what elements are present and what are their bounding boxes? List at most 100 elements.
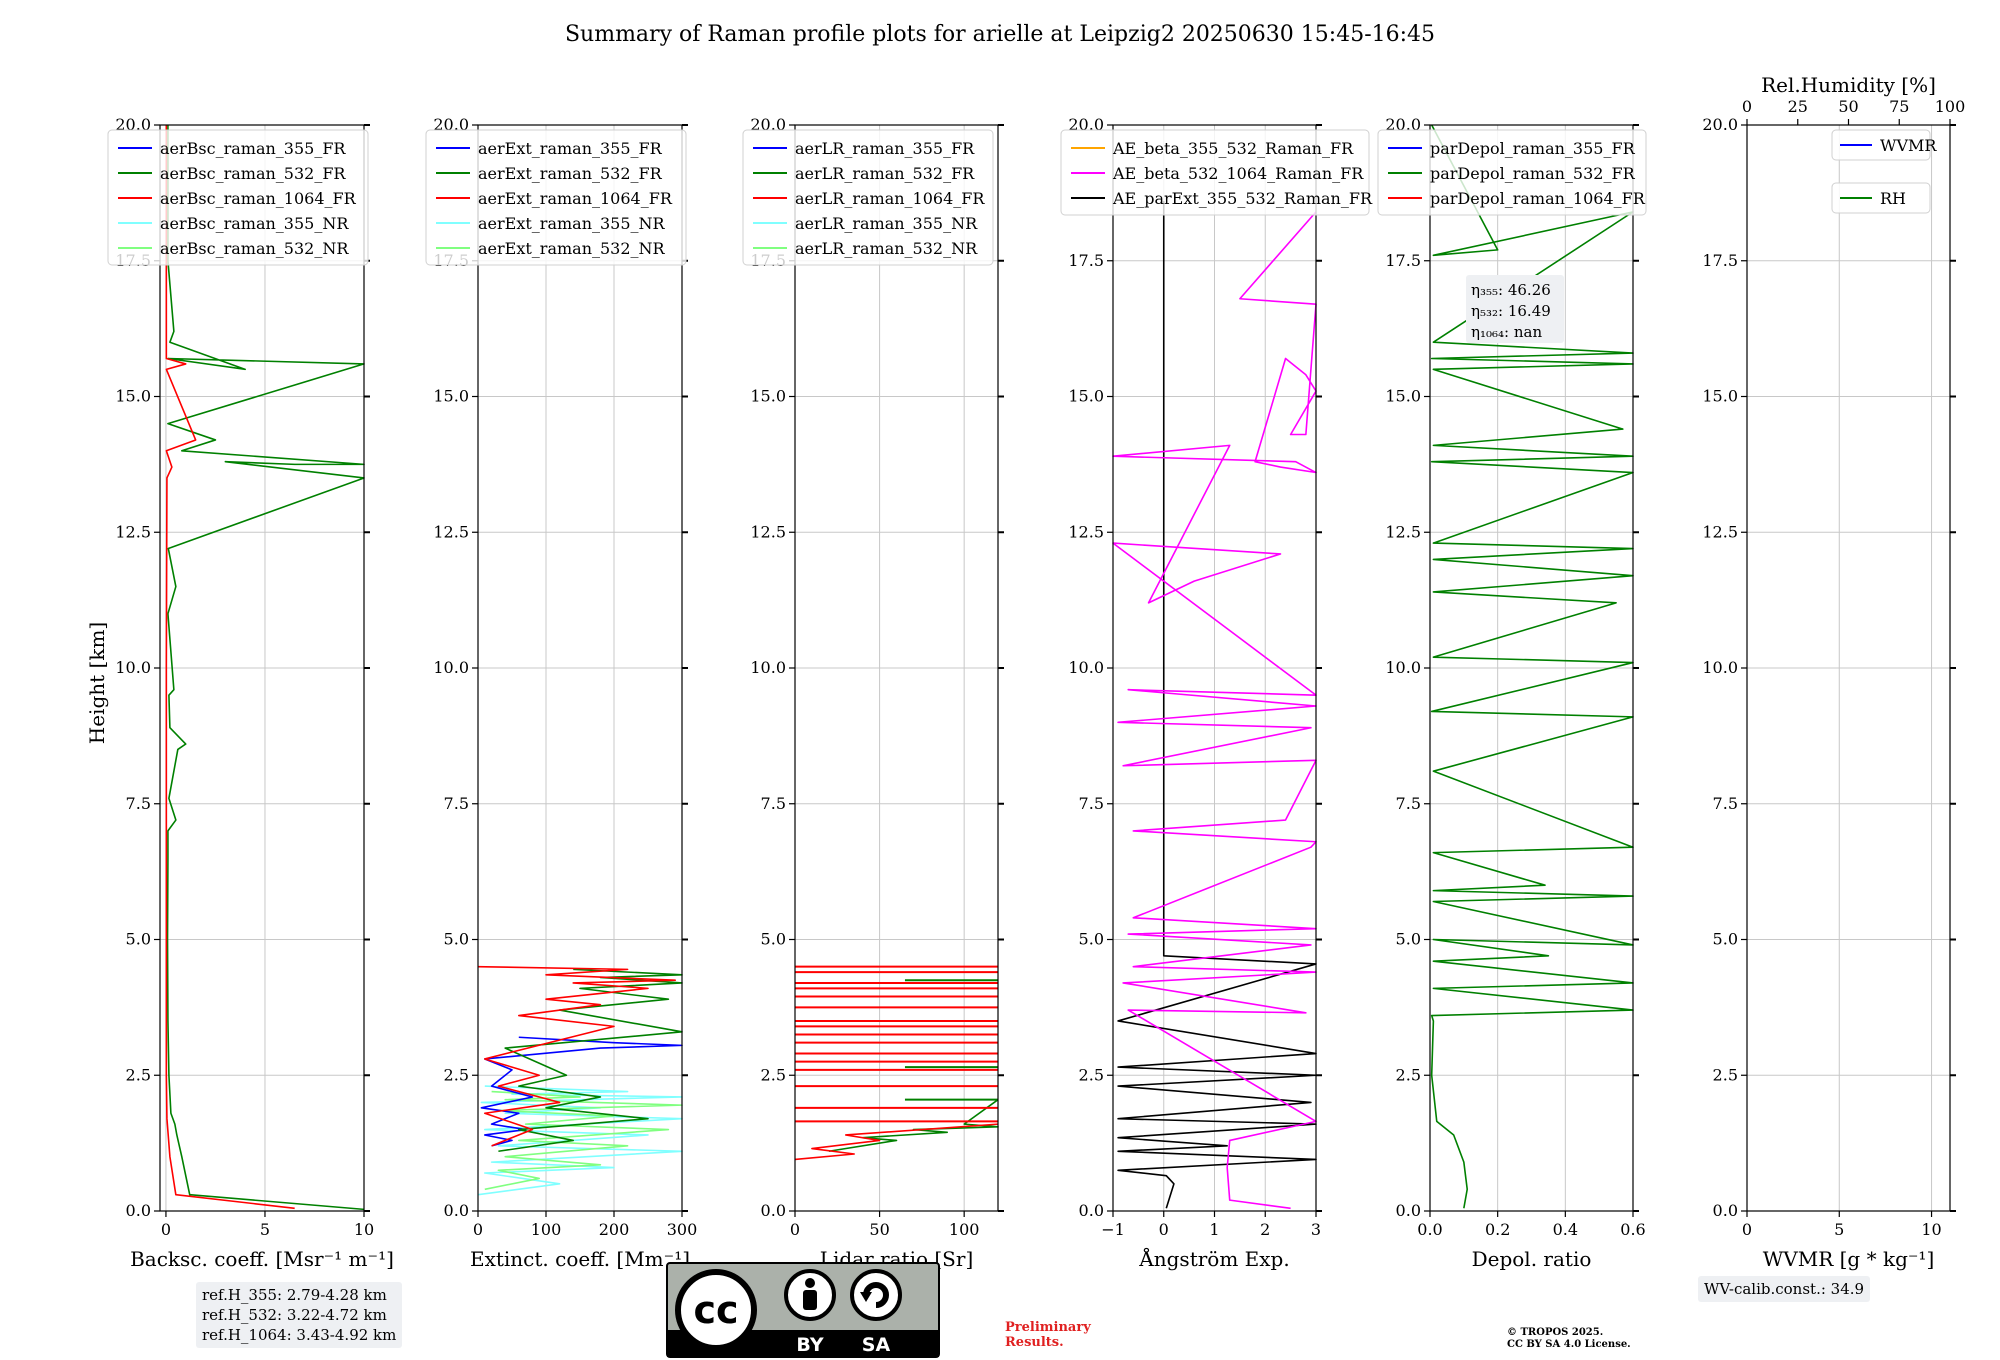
y-tick-label: 2.5 [761, 1065, 786, 1084]
y-tick-label: 5.0 [1713, 930, 1738, 949]
y-tick-label: 0.0 [126, 1201, 151, 1220]
legend-box [107, 129, 369, 266]
y-tick-label: 0.0 [444, 1201, 469, 1220]
y-tick-label: 15.0 [1385, 387, 1421, 406]
figure-title: Summary of Raman profile plots for ariel… [564, 22, 1436, 47]
y-tick-label: 15.0 [750, 387, 786, 406]
y-tick-label: 20.0 [433, 115, 469, 134]
series-group [794, 965, 999, 1161]
y-tick-label: 0.0 [1396, 1201, 1421, 1220]
y-tick-label: 15.0 [433, 387, 469, 406]
y-tick-label: 15.0 [1702, 387, 1738, 406]
x-tick-label: 0 [473, 1220, 483, 1239]
y-tick-label: 7.5 [1713, 794, 1738, 813]
y-tick-label: 20.0 [1702, 115, 1738, 134]
x-tick-label: 2 [1260, 1220, 1270, 1239]
legend-label: aerExt_raman_355_NR [478, 214, 666, 233]
x-tick-label: 100 [949, 1220, 980, 1239]
x-tick-label: −1 [1101, 1220, 1125, 1239]
legend-box [1831, 129, 1931, 161]
x-tick-label: 5 [260, 1220, 270, 1239]
y-tick-label: 10.0 [433, 658, 469, 677]
x-tick-label: 5 [1834, 1220, 1844, 1239]
x-tick-label: 0.2 [1485, 1220, 1510, 1239]
x-tick-label: 300 [667, 1220, 698, 1239]
ref-height-355: ref.H_355: 2.79-4.28 km [202, 1286, 387, 1304]
cc-letters: cc [693, 1288, 738, 1332]
y-tick-label: 10.0 [115, 658, 151, 677]
top-x-tick-label: 50 [1838, 97, 1858, 116]
sa-label: SA [862, 1334, 891, 1356]
x-tick-label: 0.0 [1417, 1220, 1442, 1239]
y-tick-label: 5.0 [126, 930, 151, 949]
y-tick-label: 2.5 [444, 1065, 469, 1084]
series-aerBsc_raman_1064_FR [165, 125, 295, 1210]
series-aerExt_raman_1064_FR [477, 965, 677, 1147]
legend-box [742, 129, 994, 266]
x-tick-label: 0 [1742, 1220, 1752, 1239]
series-aerExt_raman_355_NR [477, 1085, 683, 1196]
top-x-tick-label: 75 [1889, 97, 1909, 116]
legend-label: parDepol_raman_355_FR [1430, 139, 1636, 158]
x-tick-label: 100 [531, 1220, 562, 1239]
top-x-tick-label: 100 [1935, 97, 1966, 116]
x-tick-label: 0 [161, 1220, 171, 1239]
x-tick-label: 0.4 [1553, 1220, 1578, 1239]
copyright-note: © TROPOS 2025. CC BY SA 4.0 License. [1507, 1327, 1631, 1351]
y-tick-label: 0.0 [761, 1201, 786, 1220]
copyright-line-1: © TROPOS 2025. [1507, 1327, 1604, 1338]
x-tick-label: 3 [1311, 1220, 1321, 1239]
sa-icon [850, 1269, 902, 1321]
series-aerLR_raman_1064_FR [794, 1123, 999, 1161]
x-tick-label: 0 [790, 1220, 800, 1239]
y-tick-label: 2.5 [1713, 1065, 1738, 1084]
legend-label: AE_beta_355_532_Raman_FR [1112, 139, 1354, 158]
y-tick-label: 15.0 [1068, 387, 1104, 406]
x-axis-label: Ångström Exp. [1138, 1246, 1289, 1271]
y-axis-label: Height [km] [85, 622, 109, 744]
legend-label: parDepol_raman_532_FR [1430, 164, 1636, 183]
legend-label: aerLR_raman_532_FR [795, 164, 975, 183]
series-aerExt_raman_532_NR [484, 1090, 683, 1191]
series-group [1430, 124, 1634, 1209]
x-tick-label: 200 [599, 1220, 630, 1239]
legend-label: aerBsc_raman_532_NR [160, 239, 349, 258]
y-tick-label: 20.0 [750, 115, 786, 134]
legend-label: aerExt_raman_355_FR [478, 139, 663, 158]
legend-label: aerBsc_raman_355_FR [160, 139, 346, 158]
series-group [477, 965, 683, 1196]
cc-license-logo: cc BY SA [666, 1262, 940, 1358]
y-tick-label: 12.5 [1385, 522, 1421, 541]
legend-label: aerLR_raman_532_NR [795, 239, 978, 258]
y-tick-label: 7.5 [1396, 794, 1421, 813]
series-group [1112, 201, 1317, 1210]
legend-label: aerBsc_raman_1064_FR [160, 189, 357, 208]
panel-water_vapor: 0.02.55.07.510.012.515.017.520.00 5 10WVMR… [1702, 73, 1965, 1271]
y-tick-label: 10.0 [1385, 658, 1421, 677]
series-AE_parExt_355_532_Raman_FR [1117, 201, 1317, 1209]
legend-label: aerLR_raman_355_NR [795, 214, 978, 233]
legend-label: aerExt_raman_1064_FR [478, 189, 673, 208]
x-axis-label: Extinct. coeff. [Mm⁻¹] [470, 1247, 690, 1271]
x-tick-label: 10 [354, 1220, 374, 1239]
top-x-tick-label: 0 [1742, 97, 1752, 116]
y-tick-label: 7.5 [126, 794, 151, 813]
panel-extinction: 0.02.55.07.510.012.515.017.520.001002003… [425, 115, 698, 1271]
x-tick-label: 0.6 [1620, 1220, 1645, 1239]
x-tick-label: 0 [1159, 1220, 1169, 1239]
y-tick-label: 10.0 [1068, 658, 1104, 677]
x-axis-label: Depol. ratio [1472, 1247, 1592, 1271]
depol-annotation-line: η₃₅₅: 46.26 [1471, 281, 1551, 299]
panel-backscatter: 0.02.55.07.510.012.515.017.520.00510Back… [107, 115, 394, 1271]
legend-box [1060, 129, 1370, 216]
y-tick-label: 12.5 [750, 522, 786, 541]
legend-label: aerBsc_raman_532_FR [160, 164, 346, 183]
x-axis-label: WVMR [g * kg⁻¹] [1763, 1247, 1935, 1271]
x-tick-label: 1 [1209, 1220, 1219, 1239]
x-tick-label: 10 [1921, 1220, 1941, 1239]
y-tick-label: 20.0 [115, 115, 151, 134]
series-aerLR_raman_532_FR [828, 1099, 999, 1153]
preliminary-line-1: Preliminary [1005, 1320, 1091, 1335]
panel-lidar_ratio: 0.02.55.07.510.012.515.017.520.0050100Li… [742, 115, 1004, 1271]
